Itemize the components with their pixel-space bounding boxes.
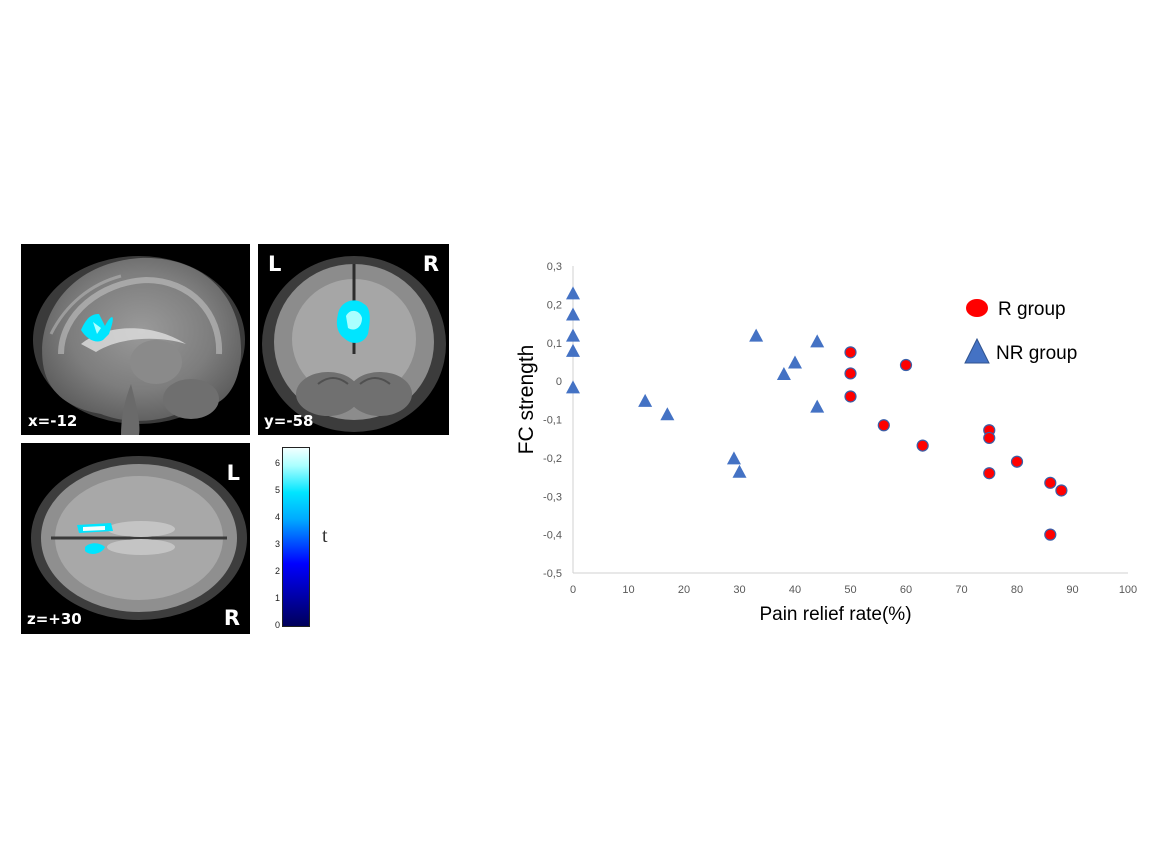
colorbar-unit-label: t (322, 525, 328, 547)
colorbar-tick: 0 (274, 620, 280, 630)
r-group-point (983, 431, 996, 445)
y-tick-label: -0,2 (543, 453, 562, 465)
colorbar-tick: 3 (274, 539, 280, 549)
colorbar-tick: 6 (274, 458, 280, 468)
nr-group-point (726, 451, 741, 465)
nr-group-point (810, 399, 825, 413)
nr-group-point (660, 407, 675, 421)
r-group-point (1010, 455, 1024, 468)
nr-group-point (566, 343, 580, 357)
axial-brain-image (31, 456, 247, 620)
r-group-point (1055, 484, 1068, 497)
coronal-left-label: L (268, 252, 282, 276)
nr-group-point (566, 380, 580, 394)
colorbar-tick: 5 (274, 485, 280, 495)
fc-strength-scatter-chart: 0 10 20 30 40 50 60 70 80 90 100 0,3 0,2 0,1 0 -0,1 -0,2… (515, 261, 1137, 625)
nr-group-point (566, 307, 580, 321)
t-colorbar: 6 5 4 3 2 1 0 t (270, 447, 340, 632)
y-tick-label: -0,5 (543, 568, 562, 580)
x-axis-title: Pain relief rate(%) (759, 604, 911, 625)
axial-left-label: L (226, 461, 240, 485)
y-tick-label: -0,4 (543, 530, 562, 542)
nr-group-point (732, 464, 747, 478)
legend-r-group-marker (966, 299, 988, 317)
colorbar-tick: 2 (274, 566, 280, 576)
colorbar-tick: 1 (274, 593, 280, 603)
y-axis-title: FC strength (515, 345, 538, 455)
coronal-brain-image (262, 256, 446, 432)
r-group-point (899, 358, 913, 372)
x-tick-label: 0 (570, 584, 576, 596)
r-group-point (877, 419, 890, 432)
nr-group-point (810, 334, 825, 348)
r-group-point (844, 367, 857, 380)
x-tick-label: 40 (789, 584, 801, 596)
colorbar-tick: 4 (274, 512, 280, 522)
x-tick-label: 60 (900, 584, 912, 596)
coronal-brain-panel: L R y=-58 (258, 244, 449, 435)
axial-brain-panel: L R z=+30 (21, 443, 250, 634)
coronal-coord-label: y=-58 (264, 412, 314, 430)
nr-group-point (749, 328, 764, 342)
nr-group-point (638, 393, 653, 407)
r-group-point (844, 346, 857, 359)
sagittal-brain-image (33, 256, 245, 435)
x-tick-label: 50 (844, 584, 856, 596)
legend-nr-group-marker (964, 337, 990, 364)
r-group-point (916, 439, 929, 452)
legend-nr-group-label: NR group (996, 343, 1077, 364)
y-tick-label: 0,3 (547, 261, 562, 273)
y-tick-label: -0,3 (543, 491, 562, 503)
axial-right-label: R (223, 606, 240, 630)
y-tick-label: 0 (556, 376, 562, 388)
colorbar-gradient (282, 447, 310, 627)
nr-group-point (566, 328, 580, 342)
nr-group-point (776, 366, 791, 380)
r-group-point (844, 390, 857, 403)
axial-coord-label: z=+30 (27, 610, 82, 628)
legend-r-group-label: R group (998, 299, 1066, 320)
nr-group-point (566, 286, 580, 300)
y-tick-label: 0,2 (547, 299, 562, 311)
x-tick-label: 30 (733, 584, 745, 596)
x-tick-label: 100 (1119, 584, 1137, 596)
r-group-point (983, 467, 996, 480)
y-tick-label: 0,1 (547, 338, 562, 350)
y-tick-label: -0,1 (543, 415, 562, 427)
sagittal-brain-panel: x=-12 (21, 244, 250, 435)
sagittal-coord-label: x=-12 (28, 412, 78, 430)
r-group-point (1044, 528, 1057, 541)
x-tick-label: 20 (678, 584, 690, 596)
x-tick-label: 80 (1011, 584, 1023, 596)
nr-group-point (788, 355, 802, 369)
x-tick-label: 70 (955, 584, 967, 596)
x-tick-label: 90 (1066, 584, 1078, 596)
x-tick-label: 10 (622, 584, 634, 596)
r-group-point (1044, 476, 1057, 489)
coronal-right-label: R (422, 252, 439, 276)
